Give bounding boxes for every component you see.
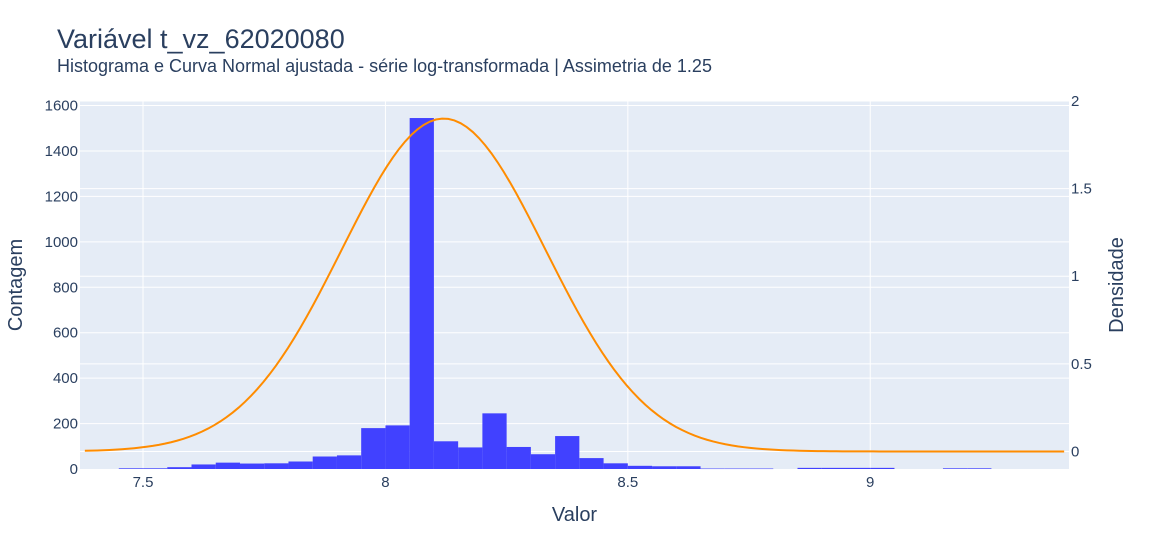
histogram-bar bbox=[264, 463, 289, 469]
x-tick-label: 8 bbox=[381, 474, 389, 491]
histogram-bar bbox=[312, 456, 337, 469]
histogram-bar bbox=[239, 463, 265, 469]
histogram-bar bbox=[433, 441, 459, 469]
chart-subtitle: Histograma e Curva Normal ajustada - sér… bbox=[57, 56, 712, 76]
histogram-bar bbox=[336, 455, 362, 469]
histogram-bar bbox=[143, 468, 168, 469]
x-axis-title: Valor bbox=[552, 504, 598, 526]
histogram-bar bbox=[652, 466, 677, 469]
y-tick-label: 800 bbox=[53, 279, 78, 296]
histogram-bar bbox=[118, 468, 144, 469]
y-tick-label: 1600 bbox=[45, 98, 78, 115]
histogram-bar bbox=[797, 467, 822, 469]
histogram-bar bbox=[385, 425, 410, 469]
histogram-bar bbox=[288, 461, 313, 469]
histogram-bars bbox=[118, 118, 992, 470]
y-tick-label: 200 bbox=[53, 416, 78, 433]
x-tick-label: 9 bbox=[866, 474, 874, 491]
y2-tick-label: 0.5 bbox=[1071, 356, 1092, 373]
histogram-bar bbox=[821, 467, 846, 469]
histogram-bar bbox=[603, 463, 628, 469]
histogram-bar bbox=[191, 464, 216, 469]
plot-area bbox=[80, 101, 1069, 469]
y-tick-label: 600 bbox=[53, 325, 78, 342]
histogram-bar bbox=[215, 462, 240, 469]
histogram-bar bbox=[530, 454, 556, 469]
y-tick-label: 1000 bbox=[45, 234, 78, 251]
y2-axis-title: Densidade bbox=[1106, 237, 1128, 333]
x-tick-label: 7.5 bbox=[133, 474, 154, 491]
histogram-bar bbox=[627, 465, 653, 469]
histogram-bar bbox=[506, 446, 531, 469]
y2-tick-label: 1 bbox=[1071, 268, 1079, 285]
histogram-bar bbox=[167, 467, 192, 469]
histogram-bar bbox=[942, 468, 968, 469]
histogram-bar bbox=[579, 458, 604, 469]
chart-title: Variável t_vz_62020080 bbox=[57, 24, 345, 54]
axis-ticks: 0 200 400 600 800 1000 1200 1400 1600 0 0.5 1 1.5 2 7.… bbox=[45, 93, 1092, 491]
y-axis-title: Contagem bbox=[5, 239, 27, 331]
y2-tick-label: 2 bbox=[1071, 93, 1079, 110]
histogram-bar bbox=[967, 468, 992, 469]
y2-tick-label: 0 bbox=[1071, 443, 1079, 460]
x-tick-label: 8.5 bbox=[617, 474, 638, 491]
y-tick-label: 400 bbox=[53, 370, 78, 387]
histogram-bar bbox=[870, 467, 895, 469]
histogram-bar bbox=[724, 468, 750, 470]
normal-curve bbox=[84, 117, 1065, 453]
histogram-bar bbox=[676, 466, 701, 469]
y-tick-label: 1200 bbox=[45, 188, 78, 205]
histogram-bar bbox=[458, 447, 483, 469]
y2-tick-label: 1.5 bbox=[1071, 181, 1092, 198]
y-tick-label: 0 bbox=[70, 461, 78, 478]
histogram-bar bbox=[409, 118, 434, 469]
histogram-bar bbox=[749, 468, 774, 470]
histogram-bar bbox=[555, 436, 580, 469]
histogram-bar bbox=[700, 468, 725, 470]
normal-curve-layer bbox=[84, 117, 1065, 453]
histogram-bar bbox=[361, 428, 386, 469]
histogram-bar bbox=[845, 467, 871, 469]
histogram-bar bbox=[482, 413, 507, 469]
y-tick-label: 1400 bbox=[45, 143, 78, 160]
